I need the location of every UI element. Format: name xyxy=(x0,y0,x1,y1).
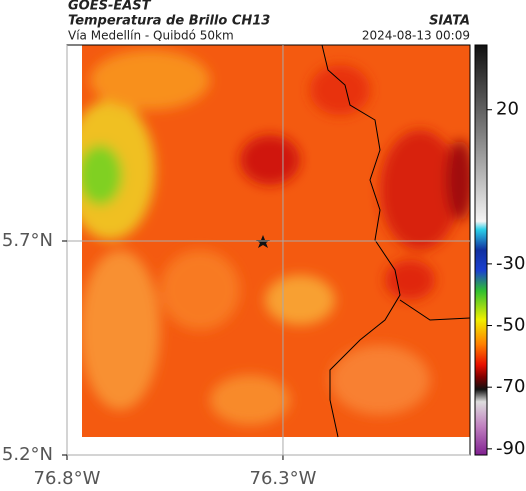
y-tick-label: 5.2°N xyxy=(2,444,53,465)
timestamp: 2024-08-13 00:09 xyxy=(362,29,470,43)
border xyxy=(321,44,401,438)
colorbar-tick-label: -70 xyxy=(496,376,525,397)
x-tick-label: 76.8°W xyxy=(34,468,101,489)
border xyxy=(399,299,471,321)
x-tick-label: 76.3°W xyxy=(250,468,317,489)
colorbar-tick-label: 20 xyxy=(496,99,519,120)
org: SIATA xyxy=(429,14,470,29)
source: GOES-EAST xyxy=(68,0,152,14)
colorbar-tick-label: -90 xyxy=(496,438,525,459)
colorbar-tick-label: -30 xyxy=(496,253,525,274)
colorbar xyxy=(474,44,488,456)
subtitle: Vía Medellín - Quibdó 50km xyxy=(68,29,234,43)
y-tick-label: 5.7°N xyxy=(2,230,53,251)
colorbar-tick-label: -50 xyxy=(496,315,525,336)
title: Temperatura de Brillo CH13 xyxy=(68,14,270,29)
